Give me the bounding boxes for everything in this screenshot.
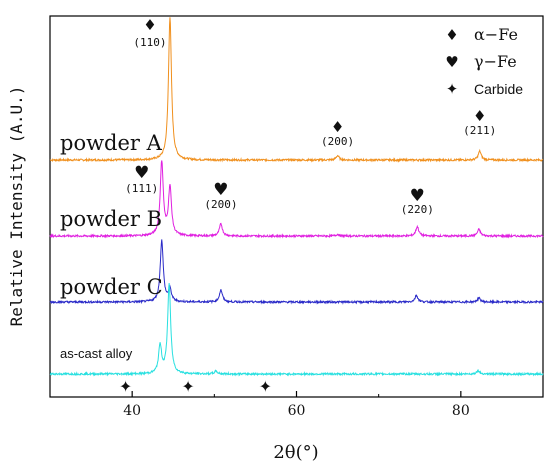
legend-entry: ♥ γ−Fe xyxy=(445,52,516,71)
y-axis-label: Relative Intensity (A.U.) xyxy=(7,86,26,327)
x-tick-label: 40 xyxy=(123,403,141,419)
legend-symbol: ♦ xyxy=(445,26,458,44)
carbide-marker: ✦ xyxy=(119,377,132,396)
peak-label: (200) xyxy=(204,198,237,211)
series-label: powder B xyxy=(60,207,162,231)
peak-symbol: ♦ xyxy=(473,107,486,125)
series-line xyxy=(49,283,544,377)
x-tick-label: 80 xyxy=(452,403,470,419)
legend-label: γ−Fe xyxy=(474,52,517,71)
carbide-marker: ✦ xyxy=(259,377,272,396)
x-axis-label: 2θ(°) xyxy=(273,442,318,463)
peak-label: (110) xyxy=(133,36,166,49)
carbide-marker: ✦ xyxy=(181,377,194,396)
series-line xyxy=(49,160,544,239)
peak-symbol: ♦ xyxy=(331,118,344,136)
series-line xyxy=(49,17,544,163)
peak-symbol: ♥ xyxy=(134,163,149,183)
peak-symbol: ♥ xyxy=(213,180,228,200)
peak-symbol: ♦ xyxy=(143,16,156,34)
annotation-layer: ♦(110)♦(200)♦(211)♥(111) ♥(200) ♥(220)✦ ✦ ✦ xyxy=(119,16,496,396)
legend: ♦ α−Fe ♥ γ−Fe ✦ Carbide xyxy=(445,25,523,98)
legend-symbol: ♥ xyxy=(445,53,458,71)
series-powder-b: powder B xyxy=(49,160,544,239)
x-tick-label: 60 xyxy=(288,403,306,419)
legend-label: α−Fe xyxy=(474,25,518,44)
legend-entry: ✦ Carbide xyxy=(446,80,524,98)
peak-label: (111) xyxy=(125,182,158,195)
series-layer: powder A powder B powder C as-cast alloy xyxy=(49,17,544,377)
series-line xyxy=(49,239,544,305)
peak-label: (220) xyxy=(401,203,434,216)
series-label: powder A xyxy=(60,131,163,155)
peak-label: (200) xyxy=(321,135,354,148)
series-powder-c: powder C xyxy=(49,239,544,305)
legend-entry: ♦ α−Fe xyxy=(445,25,518,44)
legend-symbol: ✦ xyxy=(446,80,459,98)
legend-label: Carbide xyxy=(474,81,523,97)
peak-label: (211) xyxy=(463,124,496,137)
ticks-layer: 40 60 80 xyxy=(49,391,544,419)
peak-symbol: ♥ xyxy=(410,186,425,206)
series-label: powder C xyxy=(60,275,163,299)
series-powder-a: powder A xyxy=(49,17,544,163)
series-label: as-cast alloy xyxy=(60,346,133,361)
series-as-cast-alloy: as-cast alloy xyxy=(49,283,544,377)
